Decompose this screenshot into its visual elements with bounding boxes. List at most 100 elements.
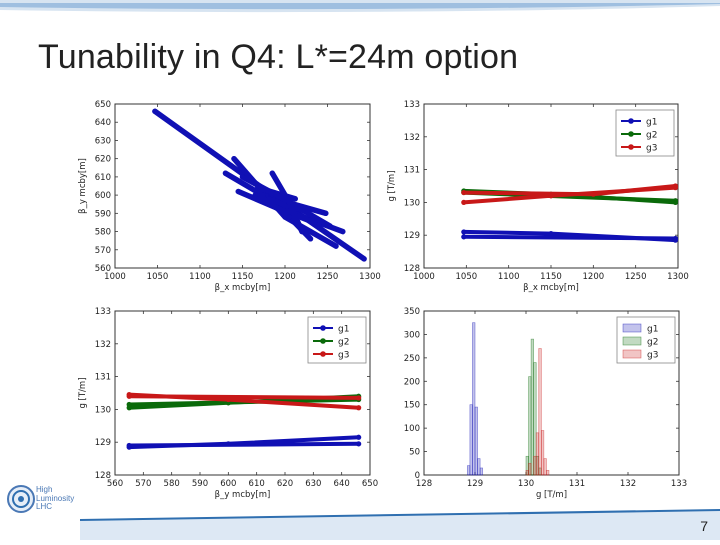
data-point-g1 bbox=[361, 256, 367, 262]
x-tick-label: 1200 bbox=[274, 272, 296, 282]
x-tick-label: 1050 bbox=[147, 272, 169, 282]
x-tick-label: 130 bbox=[518, 479, 534, 489]
histogram-bar-g3 bbox=[535, 432, 540, 476]
histogram-bar-g2 bbox=[528, 376, 532, 476]
x-tick-label: 1300 bbox=[359, 272, 381, 282]
logo-text: High Luminosity LHC bbox=[36, 485, 74, 512]
data-point-g3 bbox=[461, 189, 467, 196]
histogram-bar-g3 bbox=[540, 430, 545, 476]
legend-swatch-g1 bbox=[622, 323, 642, 333]
x-tick-label: 570 bbox=[135, 479, 151, 489]
x-tick-label: 1000 bbox=[104, 272, 126, 282]
logo-line-1: High bbox=[36, 485, 53, 494]
legend-label-g2: g2 bbox=[646, 131, 657, 141]
data-point-g1 bbox=[340, 228, 346, 235]
x-tick-label: 131 bbox=[569, 479, 585, 489]
data-point-g1 bbox=[548, 230, 554, 237]
x-tick-label: 1100 bbox=[498, 272, 520, 282]
data-point-g1 bbox=[356, 434, 362, 440]
data-point-g1 bbox=[461, 229, 467, 235]
y-tick-label: 580 bbox=[95, 228, 111, 238]
data-point-g1 bbox=[126, 442, 132, 449]
y-tick-label: 620 bbox=[95, 155, 111, 165]
y-tick-label: 131 bbox=[404, 166, 420, 176]
legend-marker-g1 bbox=[320, 325, 326, 331]
y-tick-label: 150 bbox=[404, 401, 420, 411]
legend-label-g2: g2 bbox=[647, 338, 658, 348]
x-tick-label: 1250 bbox=[317, 272, 339, 282]
y-tick-label: 630 bbox=[95, 136, 111, 146]
data-point-g1 bbox=[235, 188, 241, 195]
x-tick-label: 560 bbox=[107, 479, 123, 489]
histogram-bar-g1 bbox=[467, 465, 471, 476]
legend-marker-g2 bbox=[628, 131, 634, 137]
page-number: 7 bbox=[700, 518, 708, 534]
x-tick-label: 1150 bbox=[232, 272, 254, 282]
histogram-bar-g1 bbox=[472, 322, 476, 476]
data-point-g3 bbox=[126, 393, 132, 399]
data-point-g3 bbox=[461, 199, 467, 205]
hl-lhc-logo bbox=[6, 484, 86, 516]
data-point-g1 bbox=[333, 243, 339, 249]
hl-lhc-logo-mark bbox=[7, 485, 35, 513]
legend-label-g2: g2 bbox=[338, 338, 349, 348]
y-tick-label: 560 bbox=[95, 264, 111, 274]
x-tick-label: 640 bbox=[334, 479, 350, 489]
x-tick-label: 129 bbox=[467, 479, 483, 489]
slide-title: Tunability in Q4: L*=24m option bbox=[38, 38, 519, 76]
chart-top-left: 1000 1050 1100 1150 1200 1250 1300 560 570 580 590… bbox=[78, 100, 381, 293]
logo-line-3: LHC bbox=[36, 502, 53, 511]
y-tick-label: 50 bbox=[409, 448, 420, 458]
legend-label-g1: g1 bbox=[647, 325, 658, 335]
data-point-g1 bbox=[327, 223, 333, 229]
bottom-swoosh-graphic bbox=[79, 509, 720, 540]
histogram-bar-g1 bbox=[479, 467, 483, 476]
data-point-g1 bbox=[356, 441, 362, 447]
legend-label-g3: g3 bbox=[646, 144, 657, 154]
y-tick-label: 590 bbox=[95, 209, 111, 219]
y-tick-label: 610 bbox=[95, 173, 111, 183]
data-point-g1 bbox=[292, 196, 298, 202]
y-tick-label: 130 bbox=[404, 198, 420, 208]
data-point-g1 bbox=[461, 234, 467, 240]
legend-label-g3: g3 bbox=[647, 351, 658, 361]
legend-swatch-g2 bbox=[622, 336, 642, 346]
x-axis-label: g [T/m] bbox=[536, 490, 567, 500]
x-tick-label: 1250 bbox=[625, 272, 647, 282]
histogram-bar-g1 bbox=[469, 404, 473, 476]
histogram-bar-g3 bbox=[528, 462, 532, 476]
chart-top-right: 1000 1050 1100 1150 1200 1250 1300 128 129 130 131… bbox=[387, 100, 689, 293]
x-tick-label: 1000 bbox=[413, 272, 435, 282]
x-tick-label: 1100 bbox=[189, 272, 211, 282]
data-point-g1 bbox=[323, 210, 329, 216]
y-tick-label: 650 bbox=[95, 100, 111, 110]
y-tick-label: 570 bbox=[95, 246, 111, 256]
data-point-g3 bbox=[672, 183, 679, 189]
data-point-g1 bbox=[261, 196, 267, 202]
legend-label-g1: g1 bbox=[338, 325, 349, 335]
data-point-g1 bbox=[299, 228, 305, 235]
y-tick-label: 129 bbox=[404, 231, 420, 241]
data-point-g1 bbox=[222, 170, 229, 176]
histogram-bar-g1 bbox=[474, 406, 478, 476]
data-point-g1 bbox=[286, 214, 292, 220]
data-point-g2 bbox=[126, 401, 132, 408]
y-tick-label: 133 bbox=[404, 100, 420, 110]
y-tick-label: 128 bbox=[404, 264, 420, 274]
x-tick-label: 1050 bbox=[456, 272, 478, 282]
y-tick-label: 600 bbox=[95, 191, 111, 201]
x-tick-label: 620 bbox=[277, 479, 293, 489]
legend-label-g1: g1 bbox=[646, 118, 657, 128]
y-tick-label: 100 bbox=[404, 424, 420, 434]
y-tick-label: 200 bbox=[404, 377, 420, 387]
y-axis-label: β_y mcby[m] bbox=[78, 158, 88, 214]
data-point-g1 bbox=[307, 236, 314, 242]
x-tick-label: 590 bbox=[192, 479, 208, 489]
y-tick-label: 300 bbox=[404, 330, 420, 340]
series-line-g1 bbox=[461, 234, 678, 241]
data-point-g1 bbox=[286, 199, 292, 205]
x-tick-label: 1200 bbox=[583, 272, 605, 282]
chart-bottom-right: 128 129 130 131 132 133 0 50 100 150 200 250 300 350 g… bbox=[404, 307, 687, 500]
data-point-g1 bbox=[231, 156, 237, 162]
